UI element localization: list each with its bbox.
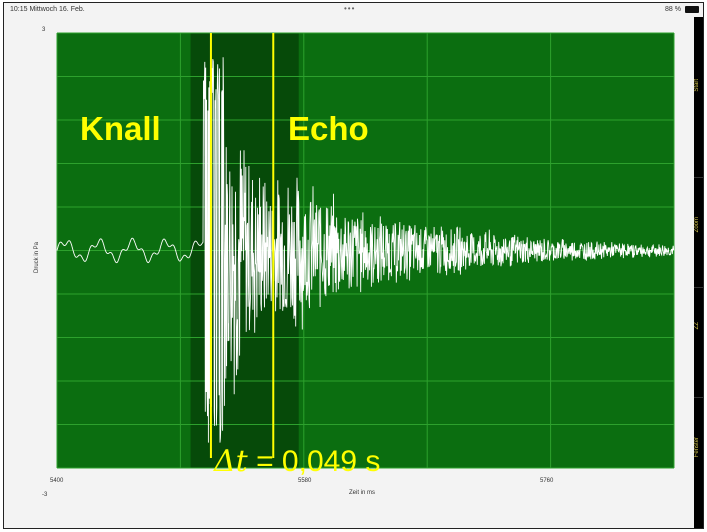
y-tick-label: 3 <box>42 27 46 33</box>
x-tick-label: 5400 <box>50 478 64 484</box>
y-tick-label: -3 <box>42 492 48 498</box>
pressure-signal-line <box>56 55 675 443</box>
x-tick-label: 5580 <box>298 478 312 484</box>
status-time-date: 10:15 Mittwoch 16. Feb. <box>10 6 85 13</box>
sidebar-divider <box>694 177 703 178</box>
echo-label: Echo <box>288 110 369 147</box>
knall-label: Knall <box>80 110 161 147</box>
status-bar: 10:15 Mittwoch 16. Feb. ••• 88 % <box>4 3 703 17</box>
battery-percent: 88 % <box>665 6 681 13</box>
x-axis-label: Zeit in ms <box>349 490 376 496</box>
sidebar-divider <box>694 287 703 288</box>
sidebar-toolbar: Start Zoom ZZ Fenster <box>694 17 703 528</box>
battery-icon <box>685 6 699 13</box>
multitasking-dots-icon[interactable]: ••• <box>344 4 356 13</box>
delta-t-label: Δt = 0,049 s <box>214 444 380 479</box>
delta-t-value: = 0,049 s <box>256 445 381 478</box>
x-tick-label: 5760 <box>540 478 554 484</box>
sidebar-divider <box>694 397 703 398</box>
delta-t-symbol: Δt <box>214 444 248 479</box>
